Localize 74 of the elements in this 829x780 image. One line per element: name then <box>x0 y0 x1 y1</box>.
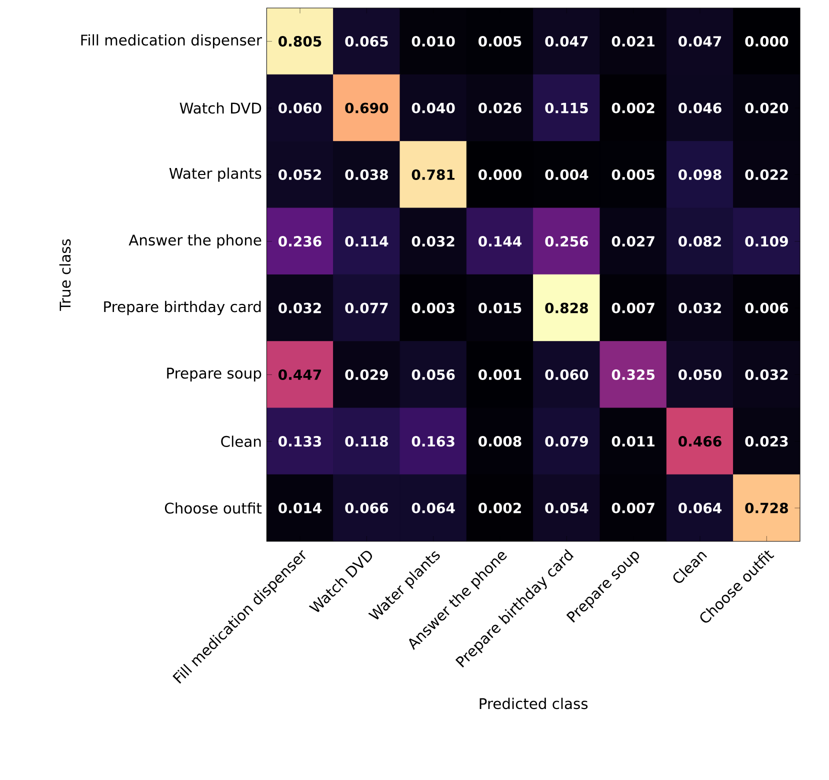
data-label: 0.032 <box>678 302 721 314</box>
y-tick-label: Clean <box>221 436 261 448</box>
data-label: 0.014 <box>278 502 322 514</box>
data-label: 0.690 <box>345 102 388 114</box>
data-label: 0.007 <box>612 302 654 314</box>
data-label: 0.466 <box>678 436 722 447</box>
data-label: 0.000 <box>478 169 522 180</box>
data-label: 0.002 <box>612 102 654 114</box>
y-tick-label: Prepare birthday card <box>104 300 261 316</box>
data-label: 0.023 <box>745 436 788 447</box>
data-label: 0.066 <box>345 502 388 514</box>
data-label: 0.021 <box>612 36 655 47</box>
x-axis-title: Predicted class <box>480 698 588 710</box>
data-label: 0.052 <box>278 169 321 180</box>
data-label: 0.029 <box>345 369 388 380</box>
data-label: 0.114 <box>345 236 388 247</box>
data-label: 0.026 <box>478 102 522 114</box>
data-label: 0.020 <box>745 102 788 114</box>
data-label: 0.060 <box>545 369 588 380</box>
data-label: 0.007 <box>612 502 654 514</box>
data-label: 0.046 <box>678 102 722 114</box>
data-label: 0.064 <box>412 502 455 514</box>
data-label: 0.236 <box>278 236 322 247</box>
data-label: 0.144 <box>478 236 522 247</box>
data-label: 0.004 <box>545 169 588 180</box>
data-label: 0.005 <box>612 169 655 180</box>
data-label: 0.082 <box>678 236 721 247</box>
data-label: 0.054 <box>545 502 588 514</box>
y-tick-label: Fill medication dispenser <box>81 34 262 48</box>
data-label: 0.115 <box>545 102 588 114</box>
y-tick-label: Watch DVD <box>180 102 262 114</box>
data-label: 0.003 <box>412 302 454 314</box>
data-label: 0.011 <box>612 436 655 447</box>
data-label: 0.325 <box>612 369 655 380</box>
data-label: 0.006 <box>745 302 788 314</box>
data-label: 0.010 <box>412 36 455 47</box>
data-label: 0.060 <box>278 102 322 114</box>
data-label: 0.002 <box>478 502 521 514</box>
data-label: 0.047 <box>678 36 722 47</box>
data-label: 0.038 <box>345 169 388 180</box>
data-label: 0.032 <box>745 369 788 380</box>
data-label: 0.065 <box>345 36 388 47</box>
data-label: 0.047 <box>545 36 588 47</box>
data-label: 0.098 <box>678 169 722 180</box>
data-label: 0.032 <box>412 236 454 247</box>
data-label: 0.133 <box>278 436 322 447</box>
data-label: 0.056 <box>412 369 455 380</box>
data-label: 0.118 <box>345 436 388 447</box>
data-label: 0.050 <box>678 369 722 380</box>
data-label: 0.064 <box>678 502 722 514</box>
data-label: 0.008 <box>478 436 522 447</box>
y-tick-label: Answer the phone <box>128 234 262 248</box>
data-label: 0.447 <box>278 369 322 380</box>
y-tick-label: Choose outfit <box>164 502 262 514</box>
data-label: 0.079 <box>545 436 588 447</box>
y-axis-title: True class <box>59 239 71 311</box>
data-label: 0.001 <box>478 369 522 380</box>
data-label: 0.828 <box>545 302 588 314</box>
data-label: 0.027 <box>612 236 654 247</box>
y-tick-label: Prepare soup <box>167 368 262 382</box>
data-label: 0.015 <box>478 302 522 314</box>
data-label: 0.728 <box>745 502 788 514</box>
y-tick-label: Water plants <box>169 168 262 182</box>
data-label: 0.032 <box>278 302 321 314</box>
data-label: 0.022 <box>745 169 788 180</box>
data-label: 0.256 <box>545 236 588 247</box>
data-label: 0.000 <box>745 36 788 47</box>
data-label: 0.805 <box>278 36 322 47</box>
data-label: 0.005 <box>478 36 522 47</box>
data-label: 0.109 <box>745 236 788 247</box>
data-label: 0.163 <box>412 436 454 447</box>
data-label: 0.781 <box>412 169 455 180</box>
data-label: 0.077 <box>345 302 388 314</box>
data-label: 0.040 <box>412 102 455 114</box>
